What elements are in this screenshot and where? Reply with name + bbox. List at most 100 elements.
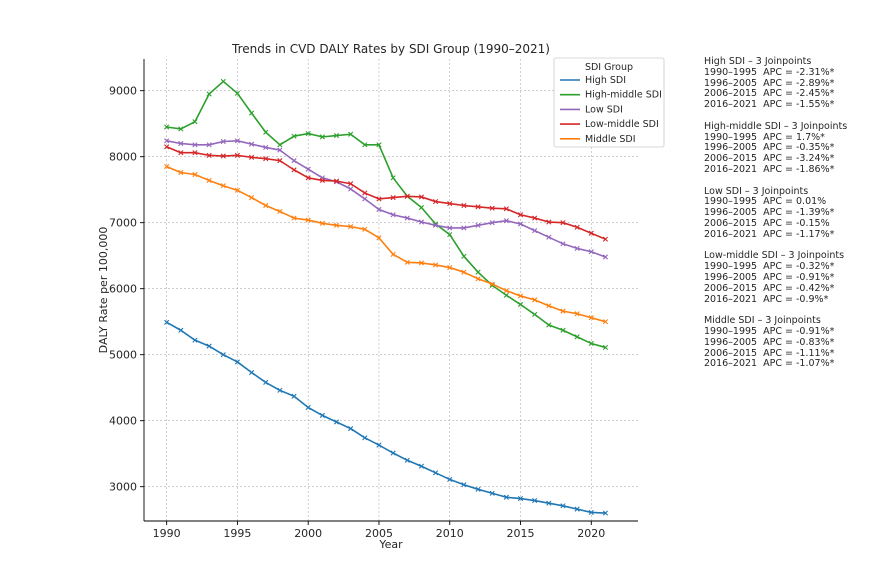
data-point: [277, 147, 283, 153]
data-point: [234, 138, 241, 144]
annotation-line: 1990–1995 APC = -0.32%*: [704, 261, 835, 273]
data-point: [220, 78, 226, 85]
data-point: [376, 235, 382, 241]
y-tick-label: 9000: [109, 85, 137, 98]
data-point: [178, 150, 184, 156]
data-point: [588, 230, 594, 236]
data-point: [503, 292, 509, 298]
series-high-sdi: [164, 319, 609, 516]
annotation-group: High-middle SDI – 3 Joinpoints 1990–1995 …: [704, 121, 880, 176]
data-point: [560, 241, 566, 247]
data-point: [390, 195, 396, 201]
annotation-line: 2016–2021 APC = -1.17%*: [704, 228, 835, 240]
x-tick-label: 2005: [365, 527, 393, 540]
data-point: [206, 142, 212, 148]
data-point: [461, 225, 467, 231]
data-point: [602, 254, 609, 260]
data-point: [390, 450, 396, 456]
data-point: [489, 490, 495, 496]
data-point: [602, 319, 609, 325]
data-point: [517, 495, 524, 502]
annotation-group: Low SDI – 3 Joinpoints 1990–1995 APC = 0.…: [704, 186, 880, 241]
annotation-heading: Middle SDI – 3 Joinpoints: [704, 315, 821, 327]
y-tick-label: 5000: [109, 349, 137, 362]
x-tick-label: 1995: [223, 527, 251, 540]
annotation-line: 2006–2015 APC = -0.15%: [704, 217, 830, 229]
legend-title: SDI Group: [585, 62, 633, 73]
data-point: [588, 340, 594, 347]
data-point: [164, 144, 170, 150]
data-point: [546, 234, 552, 240]
data-point: [418, 260, 425, 266]
annotation-line: 1996–2005 APC = -1.39%*: [704, 207, 835, 219]
data-point: [517, 221, 524, 227]
data-point: [489, 220, 495, 226]
data-point: [263, 129, 269, 135]
legend-label: Low-middle SDI: [585, 119, 659, 130]
data-point: [404, 193, 410, 199]
x-tick-label: 2015: [507, 527, 535, 540]
series-low-middle-sdi: [164, 144, 609, 242]
annotation-group: Low-middle SDI – 3 Joinpoints 1990–1995 A…: [704, 251, 880, 305]
data-point: [574, 224, 580, 230]
data-point: [192, 119, 198, 125]
data-point: [574, 311, 580, 317]
annotation-line: 2006–2015 APC = -3.24%*: [704, 153, 835, 165]
data-point: [178, 126, 184, 132]
data-point: [348, 186, 354, 192]
data-point: [263, 379, 269, 385]
y-tick-label: 3000: [109, 481, 137, 494]
annotation-line: 2016–2021 APC = -1.07%*: [704, 358, 835, 370]
data-point: [248, 154, 255, 160]
data-point: [560, 503, 566, 509]
joinpoint-annotations: High SDI – 3 Joinpoints 1990–1995 APC = -…: [704, 56, 880, 381]
data-point: [390, 175, 396, 181]
annotation-line: 2016–2021 APC = -1.86%*: [704, 163, 835, 175]
data-point: [305, 175, 311, 181]
data-point: [376, 142, 382, 148]
data-point: [362, 435, 368, 441]
data-point: [319, 134, 325, 140]
data-point: [348, 224, 354, 230]
data-point: [546, 303, 552, 309]
data-point: [418, 463, 425, 469]
chart-title: Trends in CVD DALY Rates by SDI Group (1…: [231, 42, 550, 56]
data-point: [206, 152, 212, 158]
series-line-low-middle-sdi: [166, 146, 606, 240]
data-point: [418, 219, 425, 225]
data-point: [192, 150, 198, 156]
data-point: [277, 387, 283, 393]
data-point: [164, 163, 170, 170]
data-point: [418, 204, 425, 211]
data-point: [305, 404, 311, 411]
data-point: [305, 217, 311, 223]
data-point: [376, 196, 382, 202]
data-point: [489, 205, 495, 211]
data-point: [560, 308, 566, 314]
data-point: [178, 327, 184, 333]
data-point: [475, 204, 481, 210]
data-point: [291, 215, 297, 221]
data-point: [376, 442, 382, 448]
annotation-line: 1990–1995 APC = 0.01%: [704, 196, 827, 208]
data-point: [248, 369, 255, 376]
data-point: [248, 141, 255, 147]
data-point: [220, 153, 226, 159]
data-point: [206, 343, 212, 349]
data-point: [291, 393, 297, 399]
data-point: [447, 200, 453, 207]
x-tick-label: 2000: [294, 527, 322, 540]
data-point: [305, 130, 311, 137]
annotation-line: 2016–2021 APC = -1.55%*: [704, 99, 835, 111]
legend-label: High-middle SDI: [585, 90, 662, 101]
data-point: [461, 269, 467, 275]
annotation-group: High SDI – 3 Joinpoints 1990–1995 APC = -…: [704, 56, 880, 111]
data-point: [602, 236, 609, 242]
annotation-line: 2016–2021 APC = -0.9%*: [704, 293, 829, 305]
data-point: [390, 212, 396, 218]
data-point: [319, 412, 325, 418]
annotation-line: 2006–2015 APC = -2.45%*: [704, 88, 835, 100]
data-point: [560, 220, 566, 226]
data-point: [489, 281, 495, 287]
